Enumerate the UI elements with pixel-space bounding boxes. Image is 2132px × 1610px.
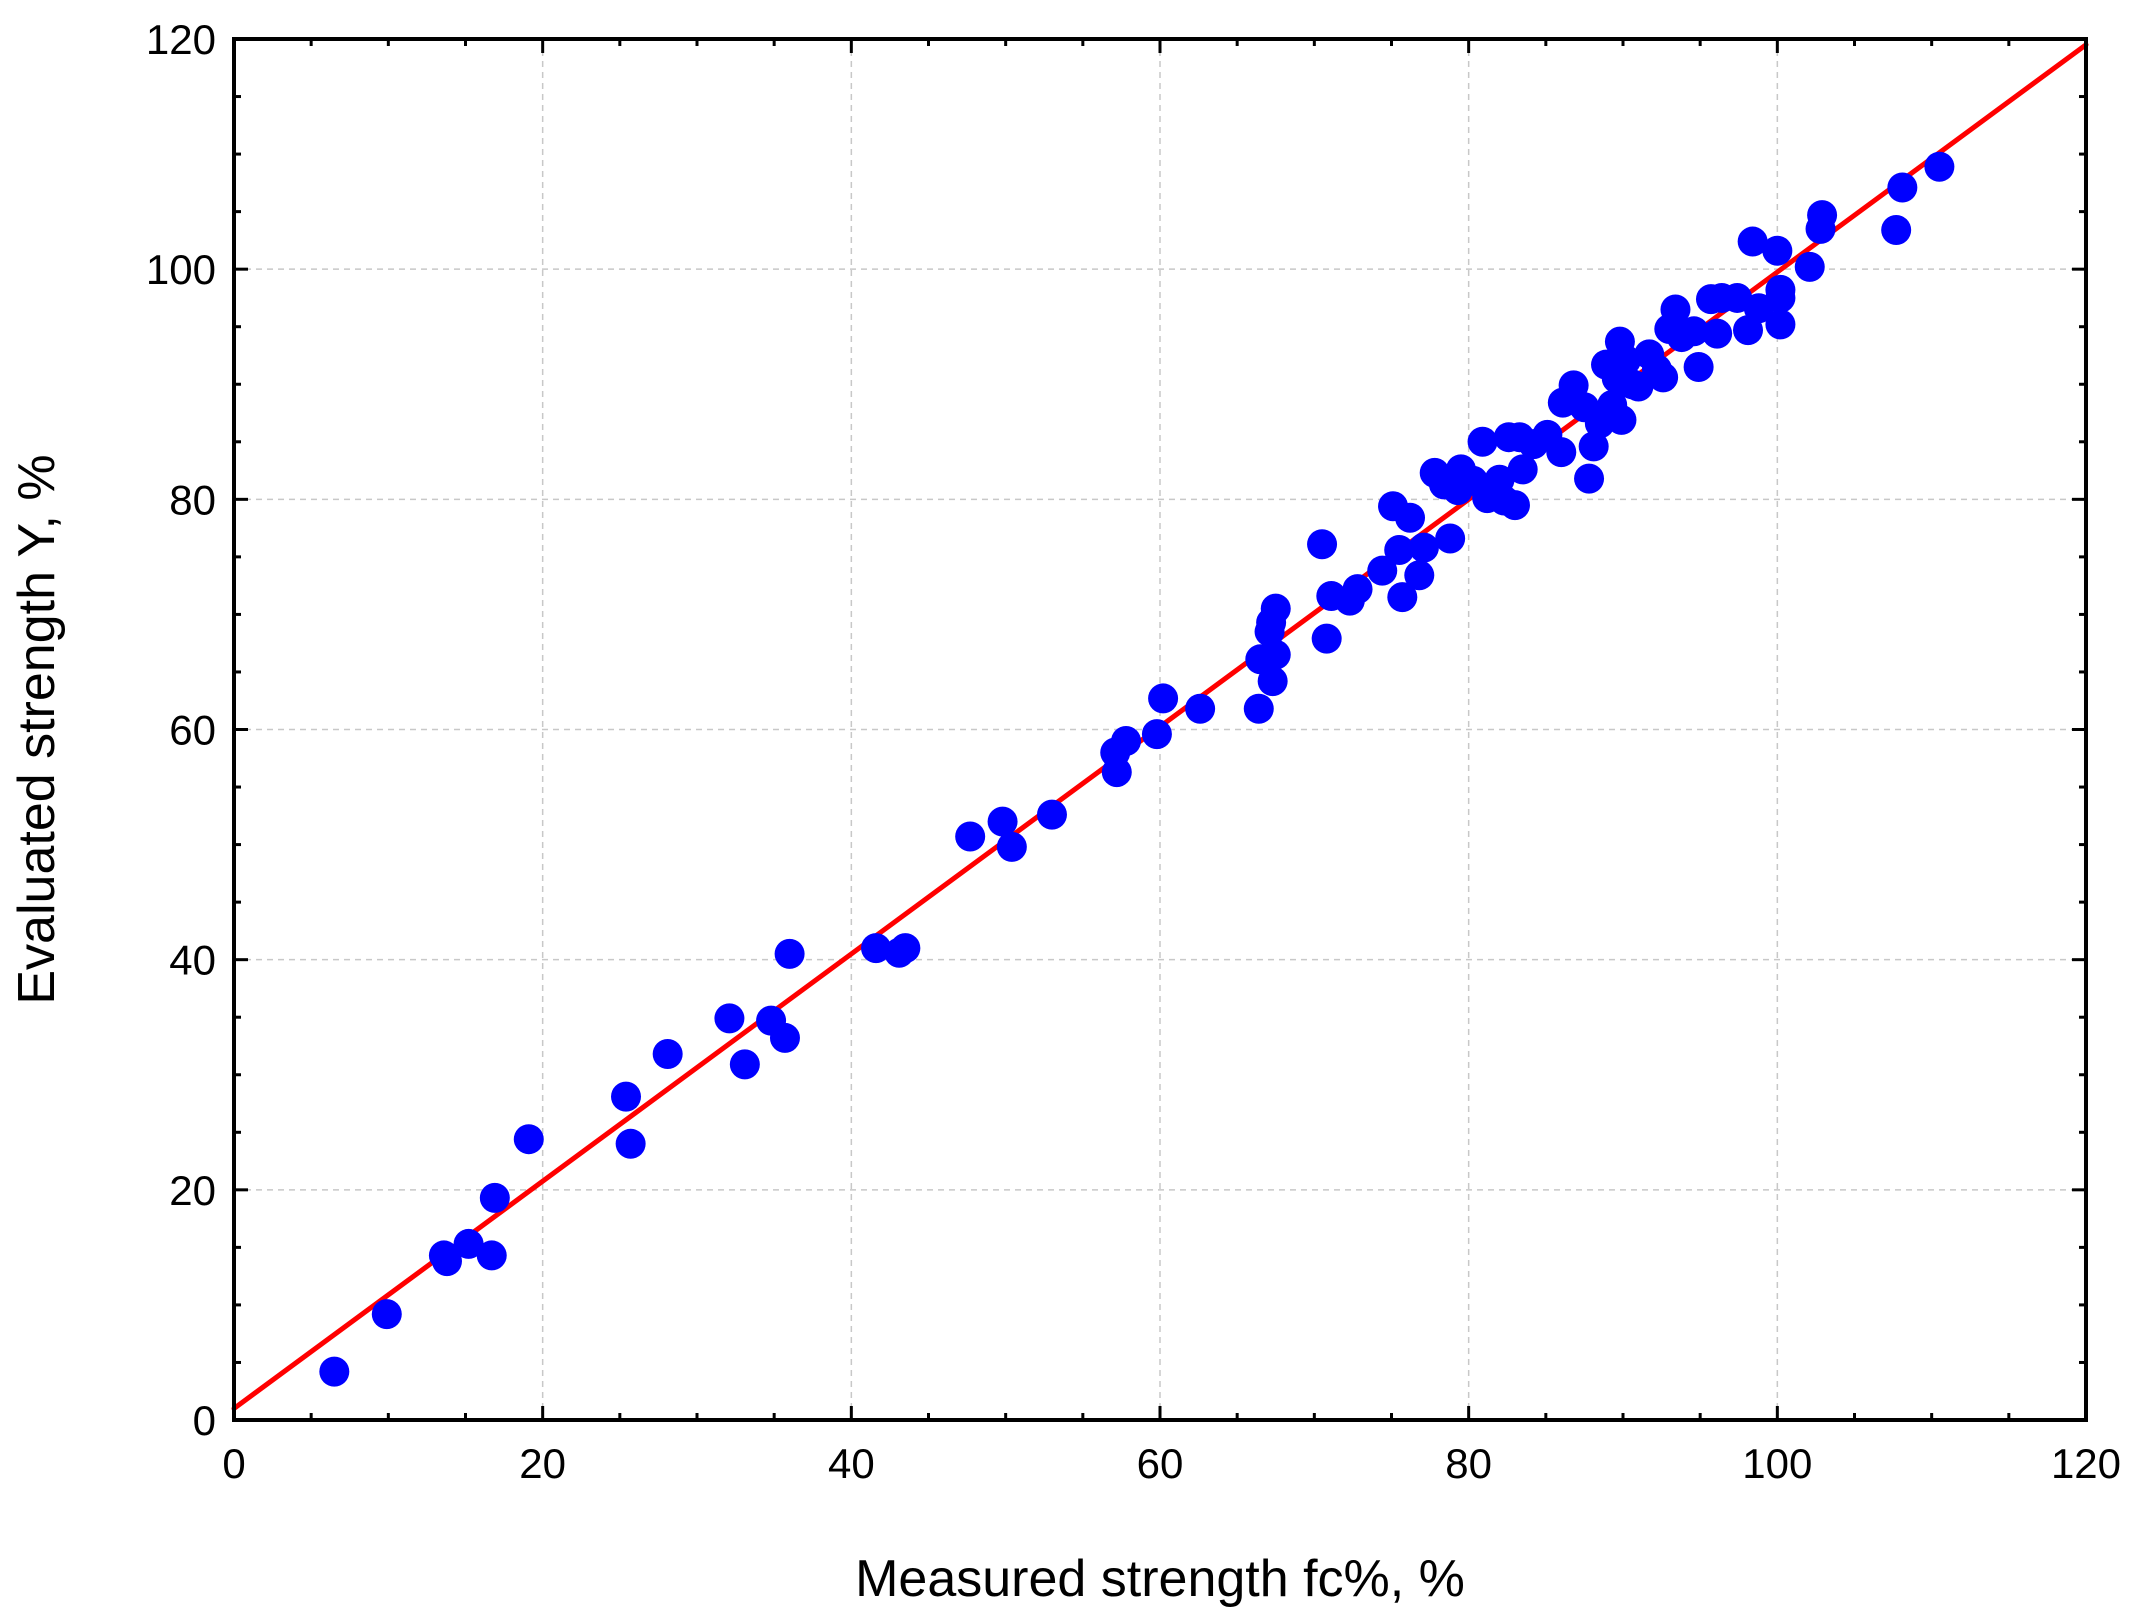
data-point: [611, 1081, 642, 1112]
x-axis-title: Measured strength fc%, %: [855, 1550, 1465, 1608]
data-point: [1611, 345, 1642, 376]
data-point: [1185, 693, 1216, 724]
data-point: [1507, 454, 1538, 485]
data-point: [1101, 757, 1132, 788]
data-point: [1762, 235, 1793, 266]
data-point: [1499, 490, 1530, 521]
x-tick-label: 40: [828, 1440, 875, 1487]
data-point: [1367, 555, 1398, 586]
y-tick-labels: 0 20 40 60 80 100 120: [146, 16, 216, 1444]
data-point: [1395, 502, 1426, 533]
data-point: [1648, 362, 1679, 393]
data-point: [1794, 251, 1825, 282]
data-point: [1881, 215, 1912, 246]
data-point: [1260, 593, 1291, 624]
data-point: [955, 821, 986, 852]
data-point: [987, 806, 1018, 837]
data-point: [1311, 623, 1342, 654]
y-axis-title: Evaluated strength Y, %: [8, 454, 66, 1004]
data-point: [1257, 666, 1288, 697]
y-tick-label: 20: [169, 1167, 216, 1214]
data-point: [1260, 639, 1291, 670]
y-tick-label: 100: [146, 246, 216, 293]
x-tick-label: 60: [1137, 1440, 1184, 1487]
y-tick-label: 40: [169, 937, 216, 984]
data-point: [319, 1356, 350, 1387]
data-point: [1887, 172, 1918, 203]
plot-frame: [232, 37, 2088, 1422]
data-point: [1606, 404, 1637, 435]
data-point: [1307, 529, 1338, 560]
data-point: [1660, 294, 1691, 325]
data-point: [769, 1022, 800, 1053]
data-point: [774, 938, 805, 969]
data-point: [1737, 226, 1768, 257]
y-tick-label: 0: [193, 1397, 216, 1444]
data-point: [1765, 309, 1796, 340]
x-tick-labels: 0 20 40 60 80 100 120: [222, 1440, 2121, 1487]
data-point: [615, 1128, 646, 1159]
data-point: [1141, 719, 1172, 750]
data-point: [890, 933, 921, 964]
data-point: [1678, 316, 1709, 347]
data-point: [729, 1049, 760, 1080]
data-point: [431, 1246, 462, 1277]
data-points: [319, 151, 1955, 1387]
data-point: [1342, 574, 1373, 605]
data-point: [714, 1003, 745, 1034]
data-point: [1387, 582, 1418, 613]
data-point: [1404, 560, 1435, 591]
y-tick-label: 120: [146, 16, 216, 63]
data-point: [1384, 534, 1415, 565]
data-point: [1148, 683, 1179, 714]
data-point: [652, 1039, 683, 1070]
data-point: [1243, 693, 1274, 724]
data-point: [513, 1124, 544, 1155]
data-point: [1467, 426, 1498, 457]
data-point: [1702, 318, 1733, 349]
x-tick-label: 0: [222, 1440, 245, 1487]
data-point: [1435, 523, 1466, 554]
data-point: [1924, 151, 1955, 182]
data-point: [479, 1182, 510, 1213]
y-tick-label: 60: [169, 707, 216, 754]
data-point: [1578, 431, 1609, 462]
data-point: [371, 1299, 402, 1330]
x-tick-label: 120: [2051, 1440, 2121, 1487]
data-point: [861, 933, 892, 964]
data-point: [1574, 463, 1605, 494]
x-tick-label: 100: [1742, 1440, 1812, 1487]
data-point: [453, 1228, 484, 1259]
data-point: [1546, 437, 1577, 468]
x-tick-label: 20: [519, 1440, 566, 1487]
data-point: [1111, 726, 1142, 757]
y-tick-label: 80: [169, 476, 216, 523]
data-point: [996, 831, 1027, 862]
x-tick-label: 80: [1445, 1440, 1492, 1487]
data-point: [476, 1240, 507, 1271]
data-point: [1807, 200, 1838, 231]
data-point: [1036, 799, 1067, 830]
data-point: [1408, 532, 1439, 563]
data-point: [1683, 351, 1714, 382]
data-point: [1765, 282, 1796, 313]
